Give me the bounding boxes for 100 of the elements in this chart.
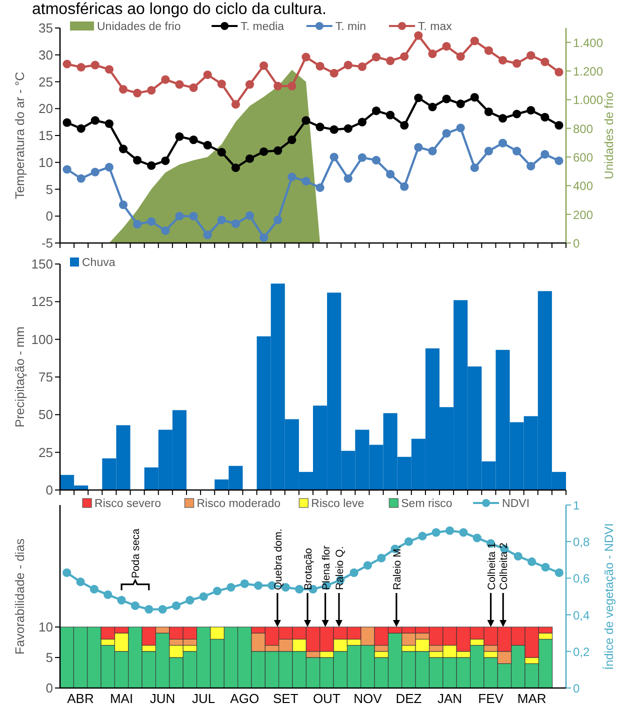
point <box>526 162 536 170</box>
point <box>350 568 358 578</box>
legend-label: Risco moderado <box>196 498 280 510</box>
legend-label: Risco severo <box>94 498 162 510</box>
y2-axis-title: Unidades de frio <box>602 91 616 180</box>
point <box>118 200 128 210</box>
point <box>199 592 208 601</box>
point <box>541 562 550 572</box>
point <box>240 579 249 588</box>
point <box>274 146 282 155</box>
y2-tick-label: 400 <box>573 179 594 194</box>
point <box>540 112 550 122</box>
point <box>133 156 142 165</box>
point <box>428 146 437 156</box>
point <box>442 94 451 104</box>
point <box>302 176 310 186</box>
annotation: Raleio Q. <box>334 546 346 590</box>
point <box>76 174 86 183</box>
point <box>203 230 212 240</box>
point <box>118 84 128 94</box>
point <box>472 534 482 542</box>
point <box>554 568 564 578</box>
point <box>470 93 479 102</box>
point <box>161 156 170 166</box>
point <box>445 526 454 535</box>
point <box>316 183 324 192</box>
point <box>386 56 395 66</box>
y-tick-label: 5 <box>46 182 53 197</box>
x-tick-label: SET <box>273 691 298 706</box>
legend-label: Risco leve <box>311 498 364 510</box>
point <box>400 120 409 130</box>
y2-tick-label: 0,4 <box>573 608 590 622</box>
point <box>260 147 268 156</box>
point <box>377 554 386 562</box>
legend-label: T. min <box>335 21 366 33</box>
point <box>414 94 423 102</box>
point <box>217 216 226 224</box>
point <box>245 80 254 89</box>
point <box>104 162 114 172</box>
point <box>104 590 112 599</box>
x-tick-label: DEZ <box>396 691 422 706</box>
point <box>372 156 381 165</box>
legend-label: Sem risco <box>401 498 452 510</box>
point <box>512 110 522 118</box>
annotation: Colheita 1 <box>486 542 498 590</box>
annotation: Quebra dom. <box>272 528 284 590</box>
chart-title: atmosféricas ao longo do ciclo da cultura. <box>32 1 326 18</box>
annotation: Brotação <box>302 548 315 590</box>
point <box>274 82 282 90</box>
point <box>295 584 304 594</box>
point <box>62 165 72 174</box>
point <box>330 68 338 78</box>
y-tick-label: 20 <box>38 101 53 116</box>
point <box>358 62 366 71</box>
point <box>175 80 184 89</box>
point <box>76 578 85 586</box>
point <box>144 605 154 614</box>
y-tick-label: 150 <box>31 256 53 272</box>
annotation: Plena flor <box>320 545 332 590</box>
point <box>554 120 564 130</box>
legend-label: NDVI <box>502 498 530 510</box>
y2-tick-label: 1.200 <box>573 64 604 78</box>
point <box>428 102 437 112</box>
y-tick-label: 0 <box>46 208 53 224</box>
y-tick-label: 5 <box>46 650 53 665</box>
y-tick-label: 25 <box>38 444 53 460</box>
y-tick-label: 50 <box>38 407 53 422</box>
annotation: Poda seca <box>130 528 142 578</box>
y-tick-label: 10 <box>38 620 53 634</box>
x-tick-label: MAR <box>517 691 546 706</box>
point <box>203 70 212 80</box>
point <box>158 605 167 614</box>
point <box>456 52 465 61</box>
point <box>528 557 536 566</box>
point <box>372 106 381 116</box>
y2-tick-label: 0,2 <box>573 644 590 659</box>
point <box>554 156 564 166</box>
y-tick-label: 0 <box>46 482 53 498</box>
y-tick-label: 125 <box>31 294 53 310</box>
point <box>512 146 522 156</box>
point <box>498 56 508 65</box>
point <box>330 125 338 134</box>
point <box>62 118 72 127</box>
point <box>540 150 550 159</box>
point <box>90 60 100 70</box>
x-tick-label: FEV <box>478 691 504 706</box>
y-tick-label: 10 <box>38 154 53 170</box>
point <box>104 65 114 74</box>
point <box>161 226 170 235</box>
point <box>330 152 338 162</box>
point <box>231 219 240 228</box>
point <box>189 83 198 92</box>
point <box>344 60 352 70</box>
point <box>186 596 194 604</box>
point <box>175 212 184 220</box>
point <box>62 60 72 68</box>
x-tick-label: JAN <box>437 691 462 706</box>
point <box>404 537 414 546</box>
y-tick-label: 25 <box>38 74 53 90</box>
point <box>526 51 536 60</box>
